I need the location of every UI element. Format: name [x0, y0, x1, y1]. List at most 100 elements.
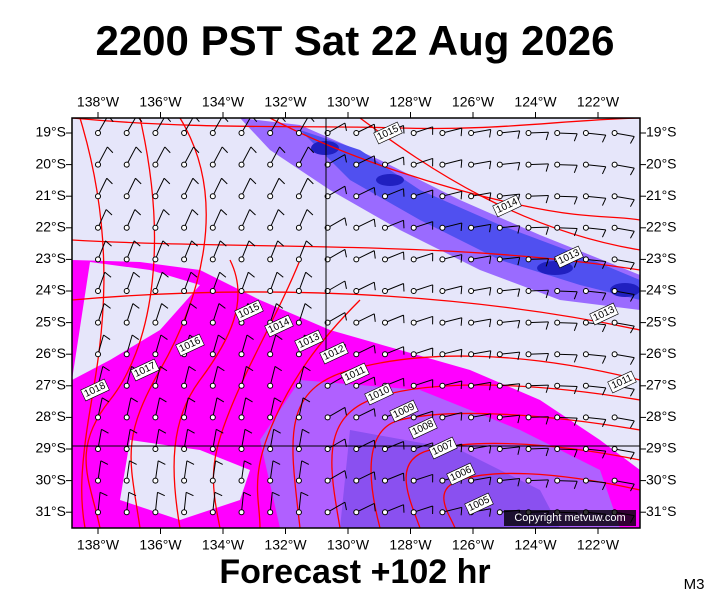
station: [239, 131, 244, 136]
station: [526, 447, 531, 452]
lat-label: 27°S: [646, 377, 677, 393]
station: [153, 225, 158, 230]
lat-label: 19°S: [35, 124, 66, 140]
station: [411, 131, 416, 136]
station: [239, 289, 244, 294]
station: [296, 447, 301, 452]
station: [440, 289, 445, 294]
station: [124, 320, 129, 325]
station: [612, 289, 617, 294]
station: [497, 320, 502, 325]
lon-label: 130°W: [327, 537, 370, 553]
lat-label: 23°S: [35, 250, 66, 266]
station: [268, 162, 273, 167]
station: [210, 415, 215, 420]
station: [497, 352, 502, 357]
station: [555, 352, 560, 357]
station: [583, 352, 588, 357]
station: [526, 478, 531, 483]
wind-barb: [461, 507, 462, 515]
station: [239, 194, 244, 199]
station: [239, 383, 244, 388]
lon-label: 136°W: [139, 537, 182, 553]
station: [182, 162, 187, 167]
lon-label: 128°W: [389, 94, 432, 110]
station: [354, 478, 359, 483]
station: [526, 352, 531, 357]
lon-label: 134°W: [202, 537, 245, 553]
station: [296, 383, 301, 388]
station: [153, 320, 158, 325]
station: [124, 415, 129, 420]
station: [96, 257, 101, 262]
station: [411, 225, 416, 230]
lon-label: 138°W: [77, 537, 120, 553]
wind-barb: [461, 255, 462, 263]
station: [354, 383, 359, 388]
station: [411, 289, 416, 294]
station: [210, 194, 215, 199]
wind-barb: [461, 444, 462, 452]
lon-label: 128°W: [389, 537, 432, 553]
lat-label: 30°S: [646, 471, 677, 487]
station: [383, 225, 388, 230]
station: [411, 162, 416, 167]
wind-barb: [461, 191, 462, 199]
station: [497, 447, 502, 452]
station: [325, 447, 330, 452]
station: [354, 510, 359, 515]
forecast-label: Forecast +102 hr: [219, 553, 490, 591]
station: [124, 478, 129, 483]
station: [555, 447, 560, 452]
lon-label: 122°W: [577, 537, 620, 553]
station: [210, 289, 215, 294]
station: [124, 510, 129, 515]
station: [182, 478, 187, 483]
station: [555, 162, 560, 167]
station: [153, 478, 158, 483]
wind-barb: [461, 381, 462, 389]
station: [440, 194, 445, 199]
lon-label: 132°W: [264, 537, 307, 553]
station: [182, 194, 187, 199]
wind-barb: [461, 286, 462, 294]
station: [96, 225, 101, 230]
station: [383, 415, 388, 420]
station: [354, 289, 359, 294]
station: [469, 383, 474, 388]
station: [411, 383, 416, 388]
station: [296, 131, 301, 136]
station: [296, 194, 301, 199]
station: [440, 510, 445, 515]
station: [497, 194, 502, 199]
station: [210, 320, 215, 325]
station: [411, 415, 416, 420]
station: [526, 225, 531, 230]
station: [153, 289, 158, 294]
station: [411, 478, 416, 483]
station: [583, 225, 588, 230]
lon-label: 136°W: [139, 94, 182, 110]
station: [469, 194, 474, 199]
title: 2200 PST Sat 22 Aug 2026: [95, 17, 614, 64]
station: [383, 478, 388, 483]
station: [268, 194, 273, 199]
station: [583, 383, 588, 388]
station: [497, 162, 502, 167]
station: [182, 225, 187, 230]
station: [296, 510, 301, 515]
station: [497, 478, 502, 483]
station: [239, 257, 244, 262]
lon-label: 122°W: [577, 94, 620, 110]
lat-label: 23°S: [646, 250, 677, 266]
station: [96, 289, 101, 294]
wind-barb: [461, 349, 462, 357]
station: [583, 447, 588, 452]
station: [153, 415, 158, 420]
station: [411, 257, 416, 262]
station: [411, 352, 416, 357]
station: [383, 257, 388, 262]
station: [440, 225, 445, 230]
lat-label: 24°S: [35, 282, 66, 298]
